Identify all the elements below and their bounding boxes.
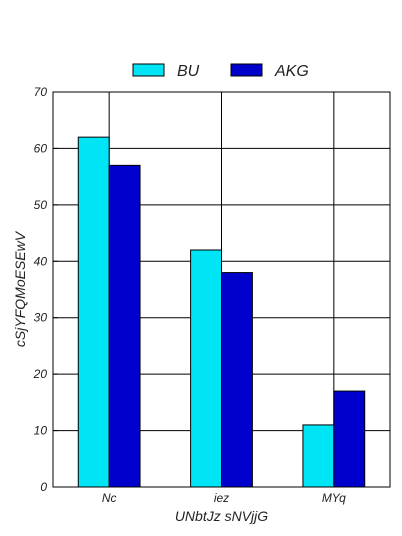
plot-frame (52, 91, 391, 488)
y-tick-label: 30 (34, 311, 48, 325)
y-axis-title: cSjYFQMoESEwV (12, 230, 28, 347)
bar-AKG-iez (221, 272, 253, 488)
y-tick-label: 60 (34, 141, 48, 155)
legend-swatch-BU (132, 63, 165, 77)
y-axis-ticks: 0 10 20 30 40 50 60 70 (33, 85, 58, 494)
bar-BU-iez (190, 249, 223, 488)
y-tick-label: 20 (33, 367, 48, 381)
x-tick-label: iez (214, 491, 229, 505)
x-tick-label: MYq (322, 491, 346, 505)
y-tick-label: 10 (34, 424, 48, 438)
legend-label-BU: BU (177, 63, 200, 80)
bar-BU-MYq (302, 424, 335, 488)
y-tick-label: 70 (34, 85, 48, 99)
legend: BU AKG (132, 63, 309, 80)
bar-BU-Nc (77, 136, 110, 488)
y-tick-label: 40 (34, 254, 48, 268)
x-tick-label: Nc (102, 491, 117, 505)
y-tick-label: 50 (34, 198, 48, 212)
bar-AKG-MYq (333, 390, 366, 488)
bar-AKG-Nc (108, 164, 141, 488)
x-axis-title: UNbtJz sNVjjG (175, 508, 268, 524)
legend-swatch-AKG (230, 63, 263, 77)
x-axis-ticks: Nc iez MYq (102, 491, 346, 505)
y-tick-label: 0 (40, 480, 47, 494)
bars (77, 136, 366, 488)
legend-label-AKG: AKG (274, 63, 309, 80)
